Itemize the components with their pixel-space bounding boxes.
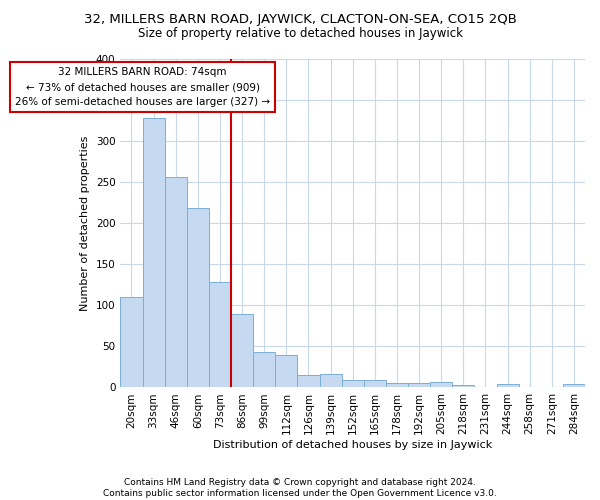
Bar [386,382,408,388]
Bar [209,282,231,388]
Bar [253,352,275,388]
Bar [497,384,518,388]
Text: Contains HM Land Registry data © Crown copyright and database right 2024.
Contai: Contains HM Land Registry data © Crown c… [103,478,497,498]
Text: Size of property relative to detached houses in Jaywick: Size of property relative to detached ho… [137,28,463,40]
Bar [164,177,187,388]
X-axis label: Distribution of detached houses by size in Jaywick: Distribution of detached houses by size … [213,440,493,450]
Text: 32 MILLERS BARN ROAD: 74sqm
← 73% of detached houses are smaller (909)
26% of se: 32 MILLERS BARN ROAD: 74sqm ← 73% of det… [15,67,270,107]
Bar [275,354,298,388]
Bar [341,380,364,388]
Bar [121,297,143,388]
Bar [563,384,585,388]
Bar [298,375,320,388]
Bar [320,374,341,388]
Bar [231,314,253,388]
Bar [143,118,164,388]
Bar [452,385,475,388]
Y-axis label: Number of detached properties: Number of detached properties [80,136,90,311]
Bar [364,380,386,388]
Bar [187,208,209,388]
Text: 32, MILLERS BARN ROAD, JAYWICK, CLACTON-ON-SEA, CO15 2QB: 32, MILLERS BARN ROAD, JAYWICK, CLACTON-… [83,12,517,26]
Bar [408,382,430,388]
Bar [430,382,452,388]
